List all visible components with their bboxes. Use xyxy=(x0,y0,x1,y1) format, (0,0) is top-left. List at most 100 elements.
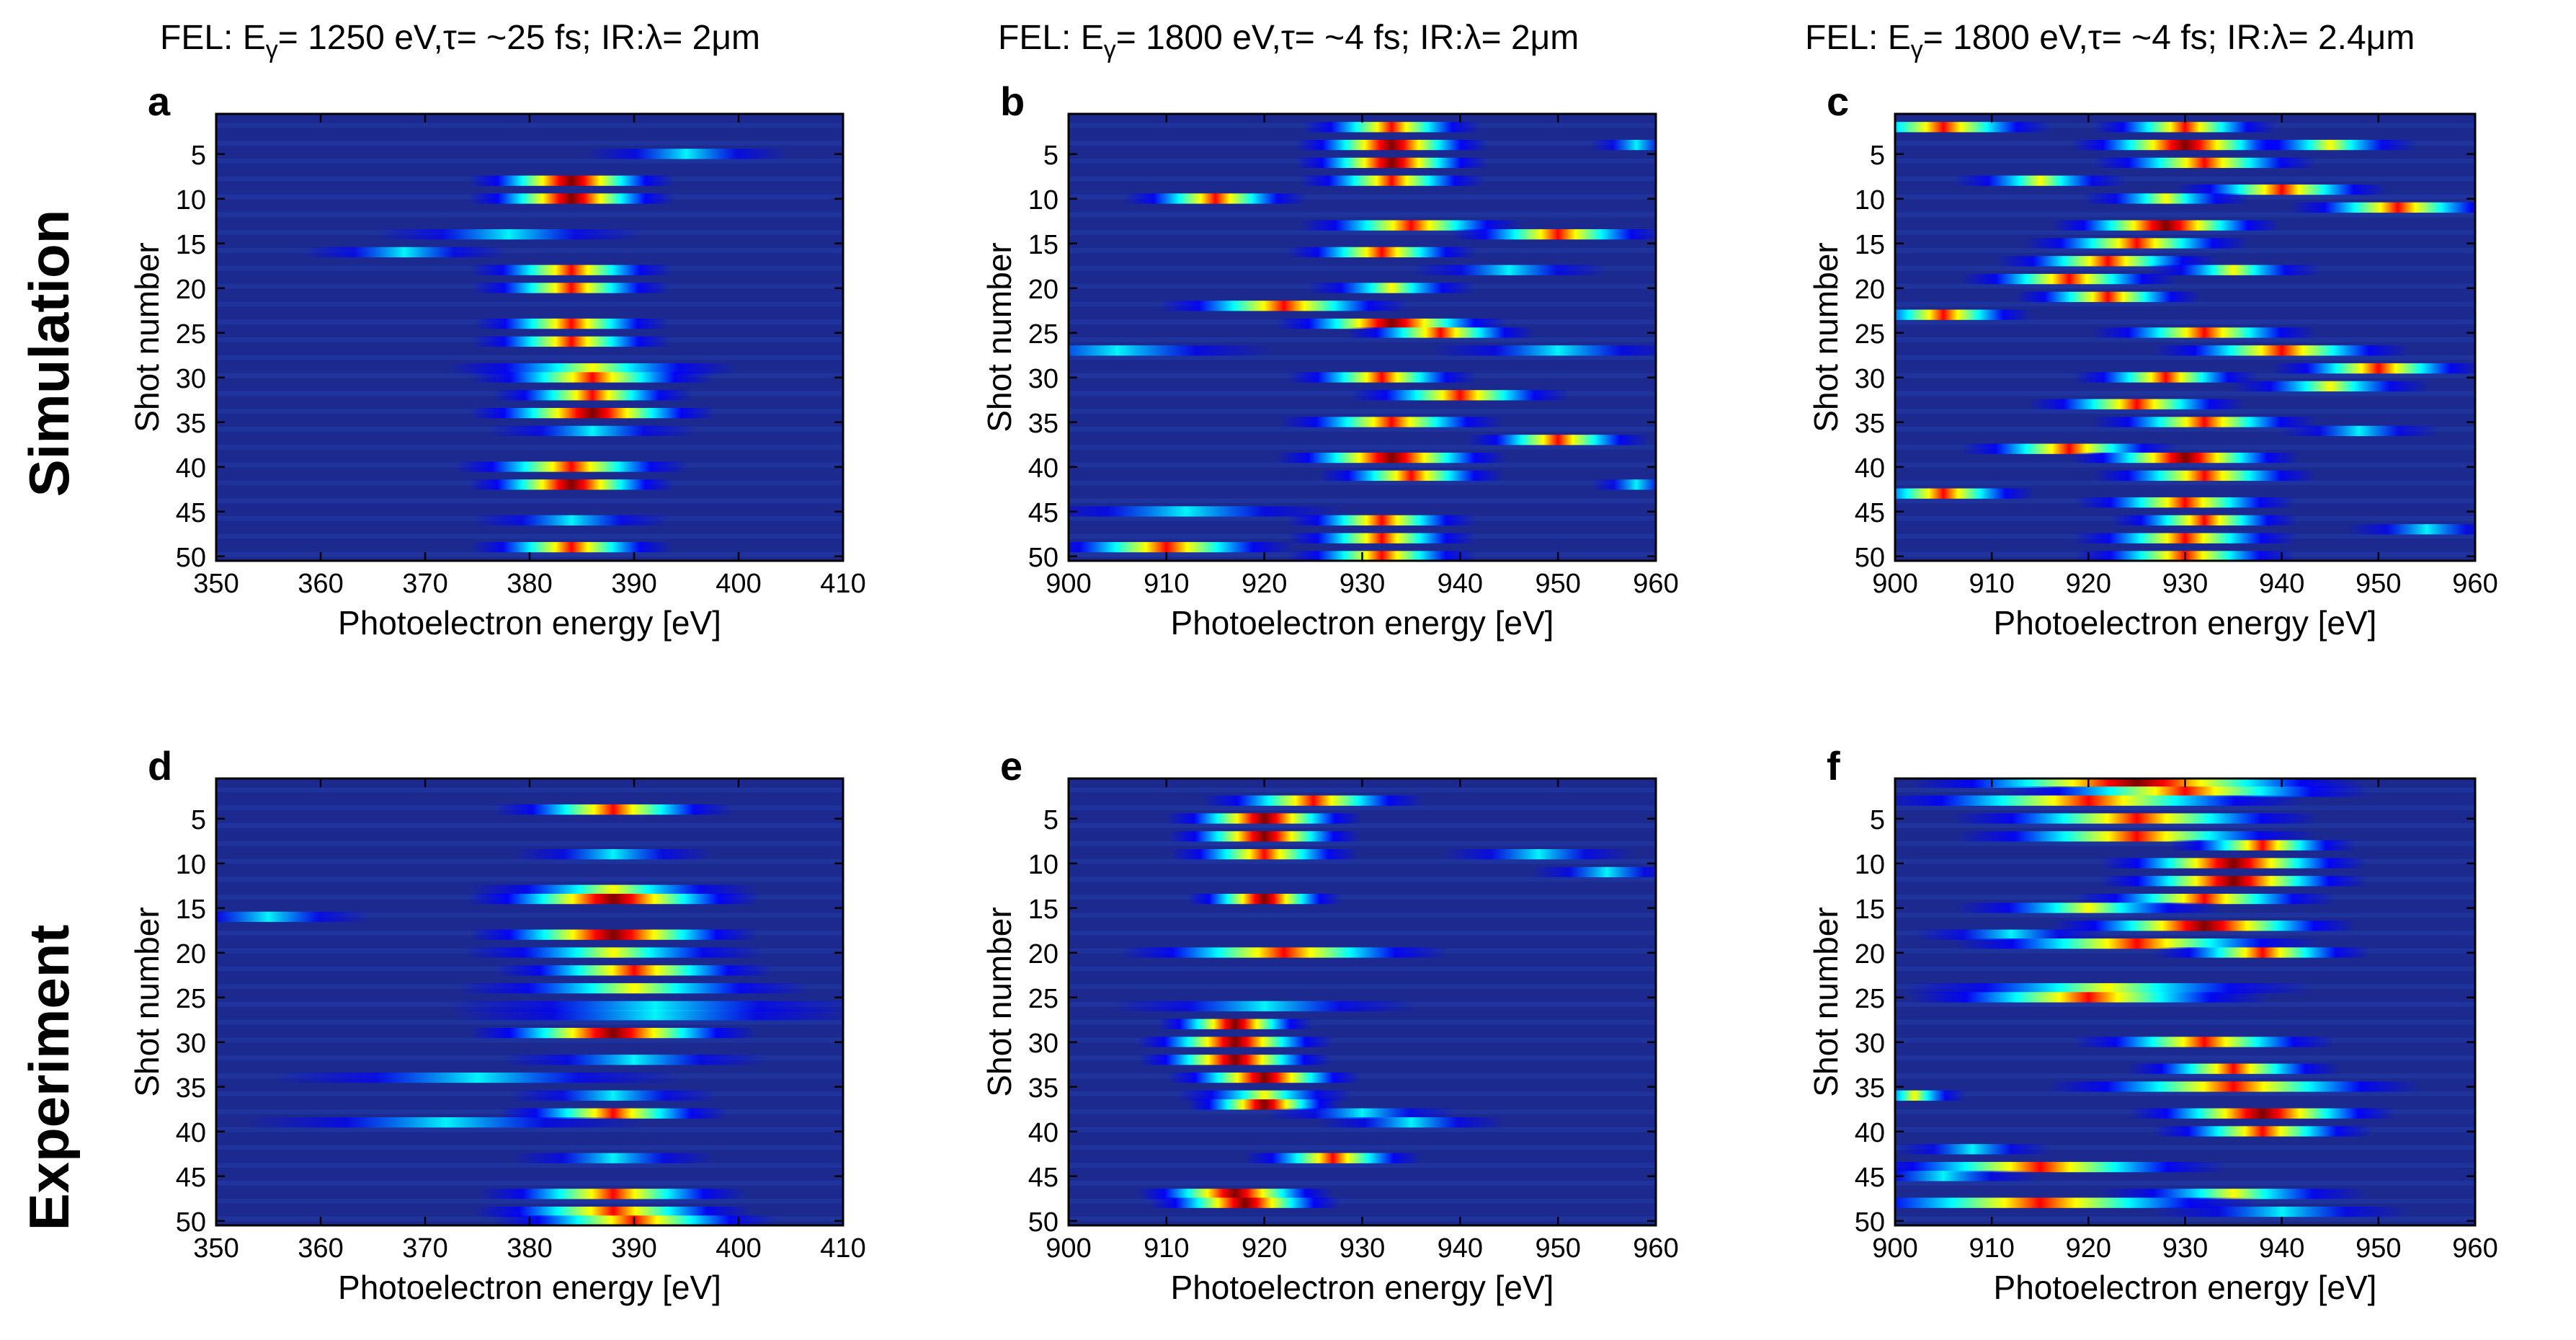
heatmap-cell xyxy=(1202,795,1425,806)
shot-row xyxy=(1069,462,1656,468)
x-tick-label: 390 xyxy=(611,569,656,599)
shot-row xyxy=(1069,1198,1656,1204)
heatmap-cell xyxy=(1159,301,1409,311)
heatmap-cell xyxy=(1431,345,1656,356)
shot-row xyxy=(1069,1181,1656,1186)
shot-row xyxy=(1895,930,2475,936)
y-tick-label: 50 xyxy=(1855,543,1885,573)
y-tick-label: 45 xyxy=(176,1163,206,1193)
heatmap-cell xyxy=(1961,273,2178,285)
shot-row xyxy=(1069,409,1656,414)
panel-c: 900 910 920 930 940 950 960 5 10 15 20 25 30 35 40 45 50… xyxy=(1807,79,2498,642)
heatmap-cell xyxy=(2147,265,2320,275)
heatmap-cell xyxy=(489,425,696,437)
shot-row xyxy=(1069,1073,1656,1079)
y-tick-label: 20 xyxy=(1028,275,1059,305)
shot-row xyxy=(1069,805,1656,811)
panel-e: 900 910 920 930 940 950 960 5 10 15 20 25 30 35 40 45 50… xyxy=(981,743,1679,1306)
heatmap-cell xyxy=(469,407,716,419)
heatmap-cell xyxy=(1267,1108,1458,1119)
heatmap-cell xyxy=(2272,363,2475,374)
shot-row xyxy=(216,1127,843,1132)
y-tick-label: 40 xyxy=(1855,1118,1885,1148)
heatmap-cell xyxy=(455,461,688,472)
heatmap-cell xyxy=(2074,893,2335,905)
heatmap-cell xyxy=(1953,813,2320,824)
heatmap-cell xyxy=(1158,1019,1312,1029)
heatmap-cell xyxy=(1149,1197,1341,1208)
shot-row xyxy=(1069,194,1656,200)
y-tick-label: 25 xyxy=(1855,319,1885,350)
heatmap-cell xyxy=(1895,1171,2039,1181)
y-axis-label: Shot number xyxy=(1807,907,1845,1096)
heatmap-cell xyxy=(2289,202,2475,213)
shot-row xyxy=(1895,913,2475,918)
heatmap-spots xyxy=(1113,795,1656,1208)
heatmap-cell xyxy=(2175,184,2388,195)
y-tick-label: 50 xyxy=(1028,1207,1059,1238)
shot-row xyxy=(1069,1145,1656,1150)
shot-row xyxy=(216,355,843,360)
heatmap-cell xyxy=(1531,866,1656,878)
heatmap-cell xyxy=(2243,139,2417,151)
shot-row xyxy=(1069,930,1656,936)
y-tick-label: 10 xyxy=(1855,185,1885,216)
y-tick-label: 10 xyxy=(176,185,206,216)
shot-row xyxy=(1895,966,2475,972)
heatmap-cell xyxy=(2100,1189,2367,1199)
shot-row xyxy=(1895,319,2475,325)
shot-row xyxy=(1069,913,1656,918)
y-tick-label: 40 xyxy=(1028,453,1059,484)
column-title-3: FEL: Eγ= 1800 eV,τ= ~4 fs; IR:λ= 2.4μm xyxy=(1805,19,2415,63)
shot-row xyxy=(216,877,843,882)
heatmap-cell xyxy=(1915,929,2107,940)
shot-row xyxy=(1895,1055,2475,1061)
heatmap-cell xyxy=(1961,443,2178,454)
heatmap-cell xyxy=(2100,858,2367,869)
heatmap-cell xyxy=(1908,992,2268,1003)
row-label-experiment: Experiment xyxy=(17,925,81,1231)
panel-letter: e xyxy=(1000,743,1022,789)
x-axis-label: Photoelectron energy [eV] xyxy=(1171,1269,1554,1306)
heatmap-cell xyxy=(447,1000,843,1012)
shot-row xyxy=(1069,1091,1656,1096)
heatmap-cell xyxy=(1166,813,1363,824)
y-tick-label: 50 xyxy=(1028,543,1059,573)
shot-row xyxy=(1069,1163,1656,1168)
y-tick-label: 15 xyxy=(1028,895,1059,925)
heatmap-cell xyxy=(494,804,732,815)
x-tick-label: 370 xyxy=(402,1233,447,1264)
x-tick-label: 900 xyxy=(1872,569,1917,599)
panel-letter: b xyxy=(1000,79,1025,124)
heatmap-cell xyxy=(2154,1206,2410,1217)
y-tick-label: 15 xyxy=(176,895,206,925)
heatmap-cell xyxy=(1318,470,1505,482)
x-tick-label: 920 xyxy=(1242,569,1287,599)
x-tick-label: 910 xyxy=(1144,569,1189,599)
heatmap-cell xyxy=(468,175,674,186)
y-axis-label: Shot number xyxy=(128,907,166,1096)
heatmap-cell xyxy=(1287,515,1476,526)
y-tick-label: 25 xyxy=(1028,984,1059,1014)
heatmap-cell xyxy=(1346,327,1536,338)
x-tick-label: 960 xyxy=(2452,569,2497,599)
x-tick-label: 950 xyxy=(1535,569,1580,599)
shot-row xyxy=(216,1163,843,1168)
heatmap-cell xyxy=(1466,435,1649,445)
heatmap-cell xyxy=(248,1117,644,1128)
heatmap-cell xyxy=(1177,1090,1352,1101)
column-title-2: FEL: Eγ= 1800 eV,τ= ~4 fs; IR:λ= 2μm xyxy=(998,19,1579,63)
shot-row xyxy=(1895,1145,2475,1150)
heatmap-cell xyxy=(1298,175,1484,186)
heatmap-cell xyxy=(1302,122,1481,133)
shot-row xyxy=(1069,1127,1656,1132)
shot-row xyxy=(1895,355,2475,360)
heatmap-cell xyxy=(2152,1126,2373,1137)
heatmap-cell xyxy=(474,1206,752,1217)
x-tick-label: 950 xyxy=(2356,1233,2401,1264)
shot-row xyxy=(1069,823,1656,828)
shot-row xyxy=(1895,230,2475,236)
x-tick-label: 930 xyxy=(1340,569,1385,599)
x-tick-label: 920 xyxy=(2066,569,2111,599)
shot-row xyxy=(1895,283,2475,289)
